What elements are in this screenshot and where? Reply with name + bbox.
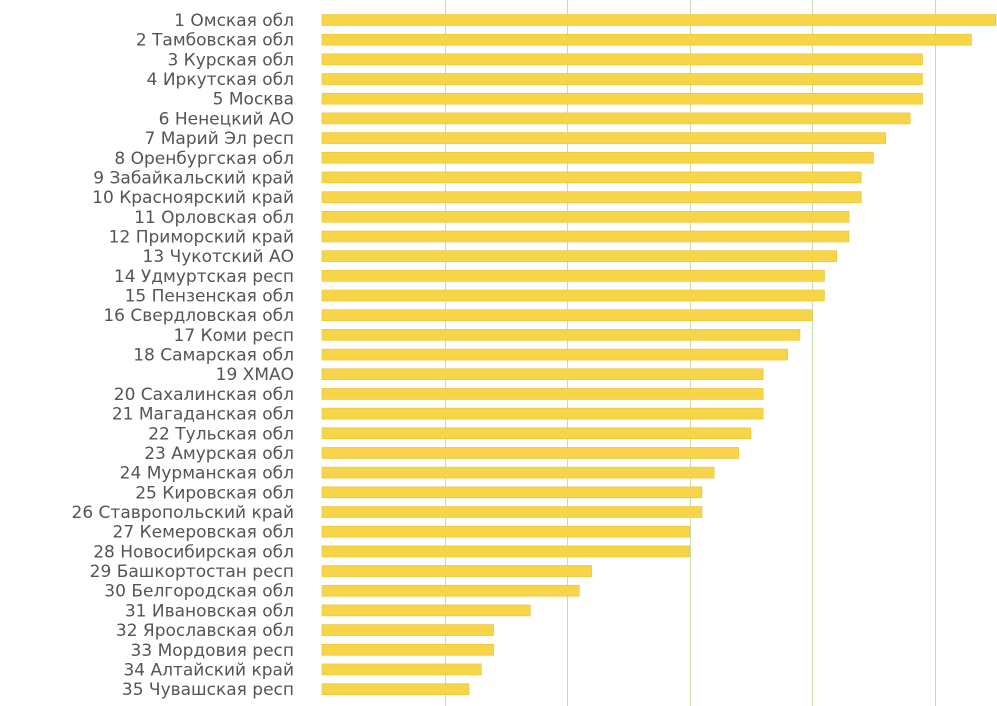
bar	[321, 33, 972, 46]
category-label: 33 Мордовия респ	[131, 641, 294, 661]
bar	[321, 604, 531, 617]
category-label: 18 Самарская обл	[133, 346, 294, 366]
bar	[321, 663, 482, 676]
bar	[321, 643, 494, 656]
bar	[321, 171, 862, 184]
bar	[321, 486, 703, 499]
category-label: 6 Ненецкий АО	[159, 109, 294, 129]
category-label: 5 Москва	[213, 90, 294, 110]
bar	[321, 132, 887, 144]
bar	[321, 407, 764, 420]
bar	[321, 348, 788, 361]
category-label: 26 Ставропольский край	[72, 503, 294, 523]
category-label: 22 Тульская обл	[148, 424, 294, 444]
bar	[321, 545, 690, 558]
bars	[321, 14, 997, 695]
bar	[321, 73, 923, 85]
bar	[321, 92, 923, 105]
category-label: 12 Приморский край	[109, 227, 294, 247]
bar	[321, 427, 752, 440]
category-label: 8 Оренбургская обл	[114, 149, 294, 169]
bar	[321, 250, 837, 262]
bar	[321, 14, 997, 26]
category-label: 24 Мурманская обл	[120, 464, 294, 484]
category-label: 34 Алтайский край	[123, 660, 294, 680]
bar	[321, 230, 850, 243]
category-label: 4 Иркутская обл	[147, 70, 294, 90]
category-label: 35 Чувашская респ	[122, 680, 294, 700]
category-label: 25 Кировская обл	[135, 483, 294, 503]
category-label: 1 Омская обл	[174, 11, 294, 31]
bar	[321, 565, 592, 577]
category-label: 27 Кемеровская обл	[113, 523, 294, 543]
bar	[321, 329, 801, 341]
category-label: 30 Белгородская обл	[104, 582, 294, 602]
category-label: 14 Удмуртская респ	[114, 267, 294, 287]
category-label: 9 Забайкальский край	[93, 168, 294, 188]
bar	[321, 388, 764, 400]
bar	[321, 624, 494, 636]
bar	[321, 289, 825, 302]
bar	[321, 112, 911, 125]
category-label: 2 Тамбовская обл	[136, 31, 294, 51]
bar	[321, 584, 580, 597]
category-label: 23 Амурская обл	[144, 444, 294, 464]
category-label: 13 Чукотский АО	[143, 247, 294, 267]
category-label: 20 Сахалинская обл	[114, 385, 294, 405]
bar	[321, 447, 739, 459]
category-label: 17 Коми респ	[174, 326, 295, 346]
category-label: 28 Новосибирская обл	[93, 542, 294, 562]
bar	[321, 525, 690, 538]
bar	[321, 151, 874, 164]
category-label: 3 Курская обл	[167, 50, 294, 70]
bar	[321, 466, 715, 479]
bar	[321, 191, 862, 203]
category-label: 11 Орловская обл	[134, 208, 294, 228]
bar	[321, 309, 813, 322]
category-label: 19 ХМАО	[216, 365, 294, 385]
category-label: 32 Ярославская обл	[116, 621, 294, 641]
category-label: 31 Ивановская обл	[125, 601, 294, 621]
category-label: 10 Красноярский край	[92, 188, 294, 208]
category-label: 16 Свердловская обл	[103, 306, 294, 326]
bar	[321, 270, 825, 282]
bar	[321, 368, 764, 381]
bar	[321, 53, 923, 66]
category-label: 29 Башкортостан респ	[90, 562, 294, 582]
bar	[321, 506, 703, 518]
bar	[321, 683, 470, 695]
category-label: 21 Магаданская обл	[112, 405, 294, 425]
bar	[321, 211, 850, 223]
category-label: 15 Пензенская обл	[125, 287, 294, 307]
category-label: 7 Марий Эл респ	[145, 129, 294, 149]
